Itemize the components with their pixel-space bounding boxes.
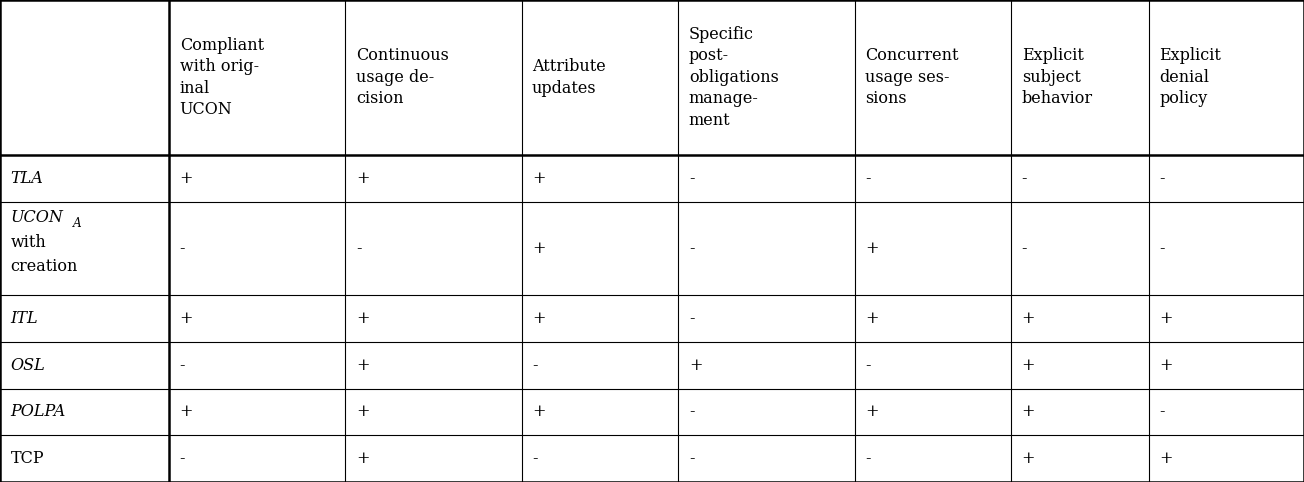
Text: +: + (1022, 310, 1035, 327)
Text: +: + (356, 357, 369, 374)
Text: POLPA: POLPA (10, 403, 65, 420)
Text: Compliant
with orig-
inal
UCON: Compliant with orig- inal UCON (180, 37, 263, 118)
Text: Specific
post-
obligations
manage-
ment: Specific post- obligations manage- ment (689, 26, 778, 129)
Text: -: - (1022, 240, 1028, 257)
Text: -: - (1159, 403, 1164, 420)
Text: -: - (180, 357, 185, 374)
Text: +: + (180, 403, 193, 420)
Text: -: - (689, 403, 694, 420)
Text: -: - (1159, 240, 1164, 257)
Text: Concurrent
usage ses-
sions: Concurrent usage ses- sions (865, 47, 958, 107)
Text: +: + (532, 403, 545, 420)
Text: -: - (1159, 170, 1164, 187)
Text: Continuous
usage de-
cision: Continuous usage de- cision (356, 47, 449, 107)
Text: +: + (689, 357, 703, 374)
Text: -: - (865, 170, 871, 187)
Text: -: - (532, 357, 537, 374)
Text: +: + (1159, 357, 1172, 374)
Text: +: + (180, 170, 193, 187)
Text: +: + (532, 240, 545, 257)
Text: +: + (356, 170, 369, 187)
Text: +: + (865, 240, 879, 257)
Text: TLA: TLA (10, 170, 43, 187)
Text: ITL: ITL (10, 310, 38, 327)
Text: TCP: TCP (10, 450, 44, 467)
Text: +: + (532, 170, 545, 187)
Text: +: + (180, 310, 193, 327)
Text: -: - (865, 357, 871, 374)
Text: -: - (1022, 170, 1028, 187)
Text: -: - (532, 450, 537, 467)
Text: creation: creation (10, 258, 78, 275)
Text: +: + (1022, 450, 1035, 467)
Text: -: - (689, 310, 694, 327)
Text: -: - (180, 450, 185, 467)
Text: -: - (865, 450, 871, 467)
Text: Attribute
updates: Attribute updates (532, 58, 606, 97)
Text: +: + (865, 403, 879, 420)
Text: with: with (10, 234, 46, 251)
Text: -: - (180, 240, 185, 257)
Text: Explicit
subject
behavior: Explicit subject behavior (1022, 47, 1093, 107)
Text: +: + (356, 403, 369, 420)
Text: OSL: OSL (10, 357, 46, 374)
Text: -: - (689, 240, 694, 257)
Text: +: + (356, 450, 369, 467)
Text: UCON: UCON (10, 209, 64, 226)
Text: Explicit
denial
policy: Explicit denial policy (1159, 47, 1221, 107)
Text: +: + (1159, 310, 1172, 327)
Text: -: - (689, 170, 694, 187)
Text: +: + (356, 310, 369, 327)
Text: -: - (689, 450, 694, 467)
Text: +: + (1022, 403, 1035, 420)
Text: +: + (1022, 357, 1035, 374)
Text: -: - (356, 240, 361, 257)
Text: +: + (865, 310, 879, 327)
Text: A: A (73, 217, 82, 230)
Text: +: + (532, 310, 545, 327)
Text: +: + (1159, 450, 1172, 467)
